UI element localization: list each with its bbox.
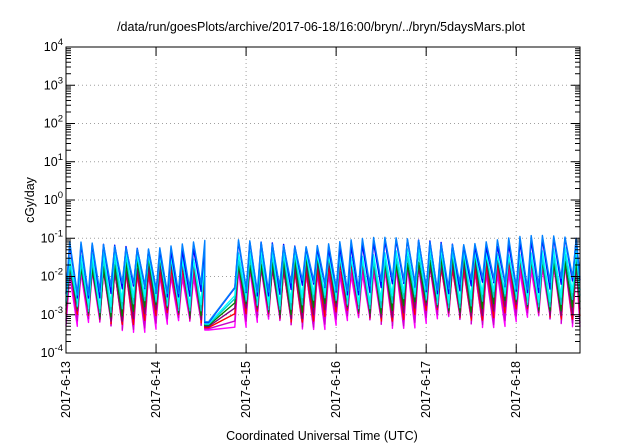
y-tick-label: 10-2	[41, 267, 63, 284]
y-tick-label: 100	[44, 190, 63, 207]
y-tick-label: 101	[44, 152, 63, 169]
x-tick-label: 2017-6-16	[329, 361, 343, 418]
x-tick-label: 2017-6-14	[149, 361, 163, 418]
series-line	[65, 234, 581, 323]
series-layer	[65, 234, 581, 333]
y-tick-label: 102	[44, 114, 63, 131]
y-tick-label: 104	[44, 37, 63, 54]
y-axis-label: cGy/day	[23, 176, 37, 223]
x-axis: 2017-6-13 2017-6-14 2017-6-15 2017-6-16 2017…	[59, 47, 523, 418]
y-tick-label: 103	[44, 75, 63, 92]
x-tick-label: 2017-6-18	[509, 361, 523, 418]
x-tick-label: 2017-6-15	[239, 361, 253, 418]
x-tick-label: 2017-6-13	[59, 361, 73, 418]
y-tick-label: 10-3	[41, 305, 63, 322]
y-tick-label: 10-4	[41, 343, 63, 360]
x-axis-label: Coordinated Universal Time (UTC)	[226, 429, 418, 443]
y-tick-label: 10-1	[41, 228, 63, 245]
x-tick-label: 2017-6-17	[419, 361, 433, 418]
y-axis: 10-4 10-3 10-2 10-1 100 101 102 103 104	[41, 37, 580, 360]
chart-title: /data/run/goesPlots/archive/2017-06-18/1…	[117, 20, 525, 34]
